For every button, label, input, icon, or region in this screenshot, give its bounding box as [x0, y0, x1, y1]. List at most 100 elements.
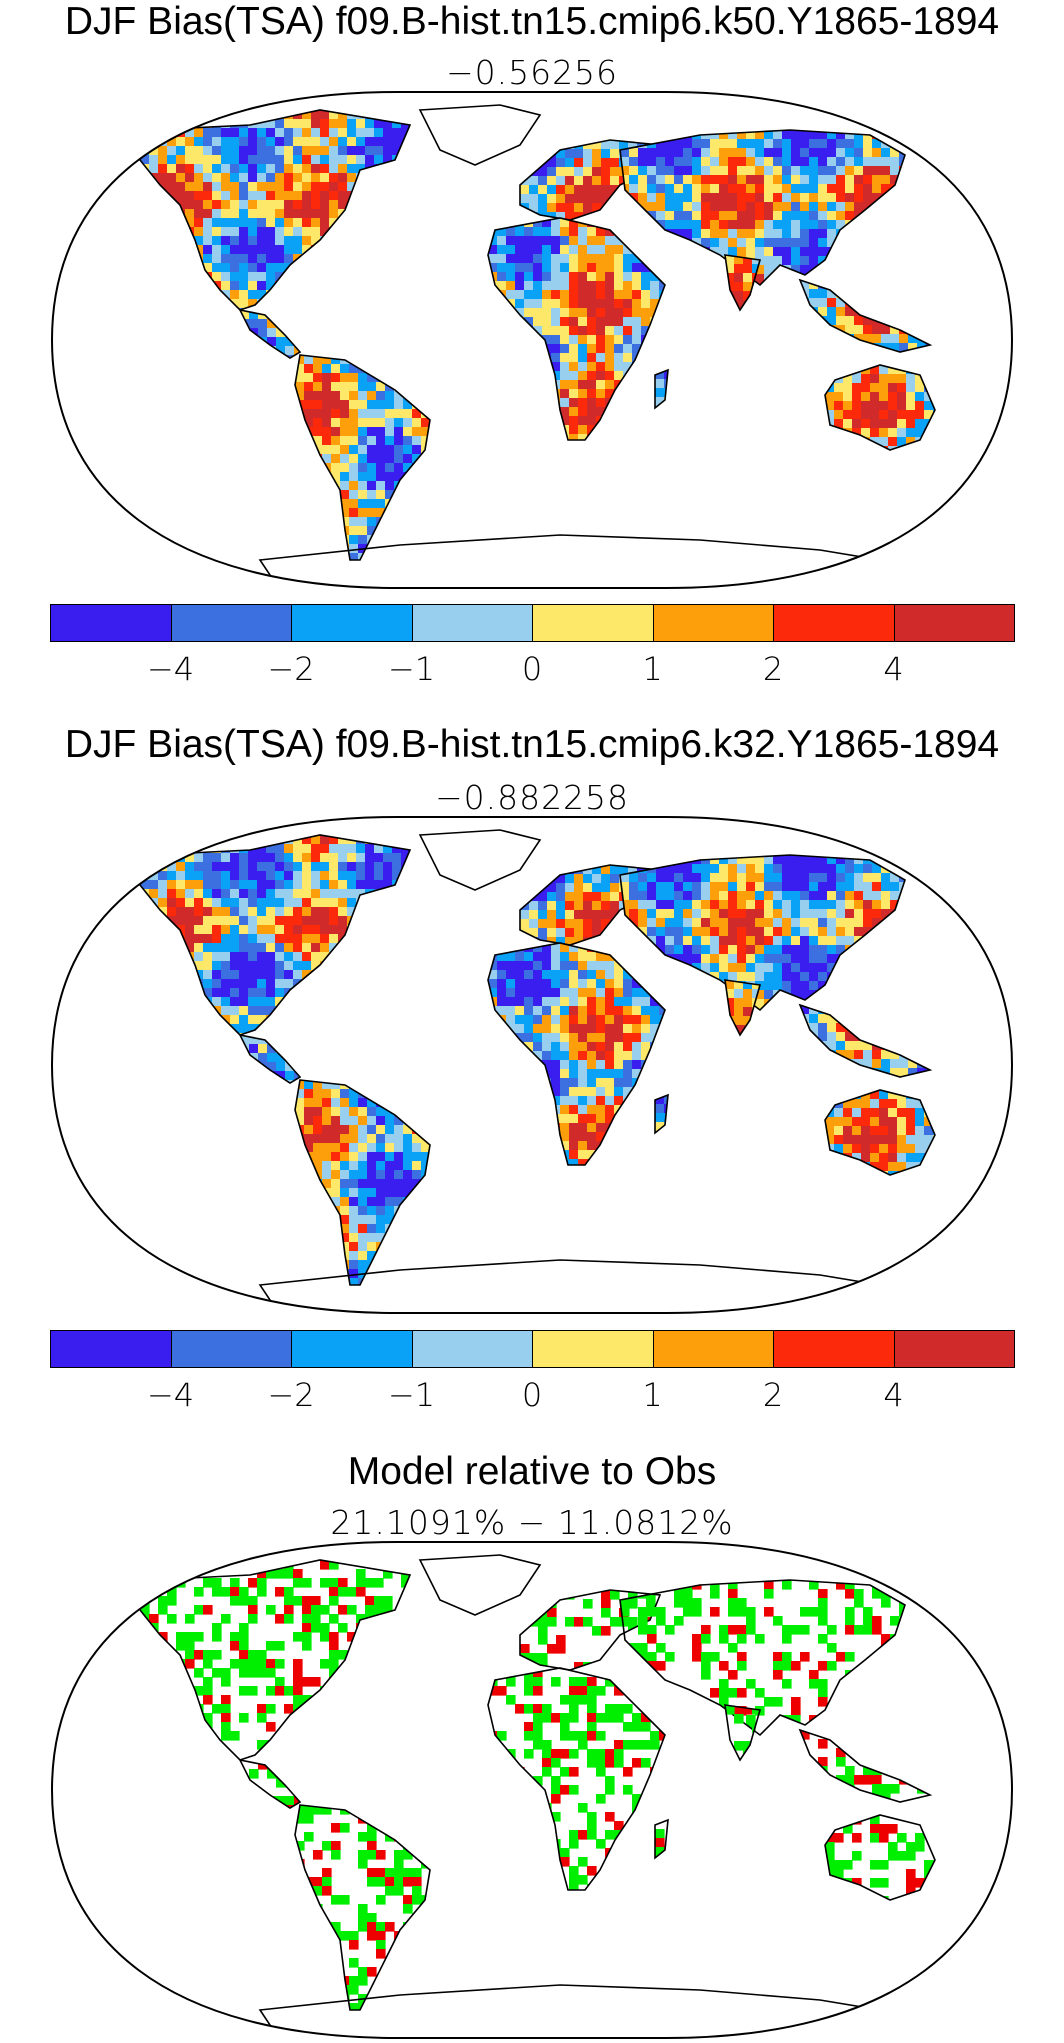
- madagascar-coastline: [654, 368, 669, 410]
- colorbar-1-tick-label: 1: [642, 650, 663, 688]
- colorbar-2: [50, 1330, 1015, 1370]
- colorbar-1-segment: [893, 604, 1015, 642]
- panel-3-percentages: 21.1091% − 11.0812%: [330, 1503, 734, 1542]
- australia-coastline: [824, 364, 936, 451]
- india-coastline: [724, 1704, 762, 1762]
- colorbar-1-segment: [532, 604, 654, 642]
- europe-coastline: [519, 864, 662, 946]
- asia-coastline: [619, 129, 906, 287]
- colorbar-1-segment: [291, 604, 413, 642]
- colorbar-1-tick-label: 0: [521, 650, 543, 688]
- greenland-coastline: [418, 1554, 542, 1616]
- south-america-field: [295, 355, 430, 560]
- colorbar-1-segment: [411, 604, 533, 642]
- panel-2-global-mean: −0.882258: [434, 778, 630, 817]
- australia-field: [825, 1815, 935, 1900]
- africa-coastline: [487, 1667, 666, 1891]
- india-coastline: [724, 979, 762, 1037]
- colorbar-2-tick-label: 0: [521, 1376, 543, 1414]
- antarctica-coastline: [258, 1259, 882, 1313]
- africa-coastline: [487, 217, 666, 441]
- panel-3-map-border: [50, 1541, 1014, 2039]
- india-coastline: [724, 254, 762, 312]
- south-america-coastline: [294, 1804, 431, 2011]
- colorbar-2-segment: [411, 1330, 533, 1368]
- north-america-coastline: [139, 109, 412, 311]
- madagascar-coastline: [654, 1818, 669, 1860]
- south-america-field: [295, 1805, 430, 2010]
- india-field: [725, 1705, 760, 1760]
- colorbar-2-tick-label: −4: [146, 1376, 195, 1414]
- africa-coastline: [487, 942, 666, 1166]
- colorbar-2-segment: [50, 1330, 172, 1368]
- colorbar-1-tick-label: −1: [387, 650, 436, 688]
- asia-coastline: [619, 854, 906, 1012]
- north-america-field: [140, 110, 410, 310]
- colorbar-2-tick-label: −1: [387, 1376, 436, 1414]
- asia-coastline: [619, 1579, 906, 1737]
- colorbar-2-segment: [291, 1330, 413, 1368]
- colorbar-1-tick-label: 4: [883, 650, 904, 688]
- panel-2-map-border: [50, 816, 1014, 1314]
- india-field: [725, 980, 760, 1035]
- australia-field: [825, 1090, 935, 1175]
- colorbar-1-segment: [50, 604, 172, 642]
- europe-coastline: [519, 1589, 662, 1671]
- colorbar-2-tick-label: 2: [762, 1376, 784, 1414]
- central-america-coastline: [238, 1758, 302, 1809]
- colorbar-2-segment: [532, 1330, 654, 1368]
- central-america-coastline: [238, 308, 302, 359]
- colorbar-1-segment: [773, 604, 895, 642]
- colorbar-1-segment: [652, 604, 774, 642]
- australia-field: [825, 365, 935, 450]
- north-america-coastline: [139, 1559, 412, 1761]
- north-america-coastline: [139, 834, 412, 1036]
- colorbar-2-tick-label: 4: [883, 1376, 904, 1414]
- asia-field: [620, 1580, 905, 1735]
- southeast-asia-coastline: [798, 1003, 933, 1078]
- australia-coastline: [824, 1089, 936, 1176]
- panel-3-land-field: [139, 1554, 936, 2038]
- antarctica-coastline: [258, 1984, 882, 2038]
- colorbar-1-tick-label: −4: [146, 650, 195, 688]
- panel-3-map: [50, 1541, 1014, 2039]
- madagascar-field: [655, 370, 668, 408]
- panel-1-map-border: [50, 91, 1014, 589]
- central-america-coastline: [238, 1033, 302, 1084]
- panel-1-land-field: [139, 104, 936, 588]
- south-america-field: [295, 1080, 430, 1285]
- south-america-coastline: [294, 354, 431, 561]
- antarctica-coastline: [258, 534, 882, 588]
- north-america-field: [140, 835, 410, 1035]
- panel-2-land-field: [139, 829, 936, 1313]
- colorbar-1-tick-label: −2: [267, 650, 315, 688]
- colorbar-1-tick-label: 2: [762, 650, 784, 688]
- india-field: [725, 255, 760, 310]
- asia-field: [620, 855, 905, 1010]
- north-america-field: [140, 1560, 410, 1760]
- panel-3-title: Model relative to Obs: [347, 1450, 717, 1493]
- madagascar-coastline: [654, 1093, 669, 1135]
- panel-2-map: [50, 816, 1014, 1314]
- asia-field: [620, 130, 905, 285]
- southeast-asia-coastline: [798, 278, 933, 353]
- greenland-coastline: [418, 104, 542, 166]
- colorbar-2-tick-label: 1: [642, 1376, 663, 1414]
- panel-1-map: [50, 91, 1014, 589]
- madagascar-field: [655, 1095, 668, 1133]
- panel-2-title: DJF Bias(TSA) f09.B-hist.tn15.cmip6.k32.…: [64, 723, 1000, 766]
- colorbar-2-segment: [893, 1330, 1015, 1368]
- europe-coastline: [519, 139, 662, 221]
- southeast-asia-coastline: [798, 1728, 933, 1803]
- colorbar-2-segment: [773, 1330, 895, 1368]
- africa-field: [488, 218, 665, 440]
- panel-1-global-mean: −0.56256: [445, 53, 619, 92]
- madagascar-field: [655, 1829, 668, 1858]
- colorbar-1: [50, 604, 1015, 644]
- south-america-coastline: [294, 1079, 431, 1286]
- colorbar-2-segment: [170, 1330, 292, 1368]
- colorbar-2-segment: [652, 1330, 774, 1368]
- colorbar-2-tick-label: −2: [267, 1376, 315, 1414]
- greenland-coastline: [418, 829, 542, 891]
- colorbar-1-segment: [170, 604, 292, 642]
